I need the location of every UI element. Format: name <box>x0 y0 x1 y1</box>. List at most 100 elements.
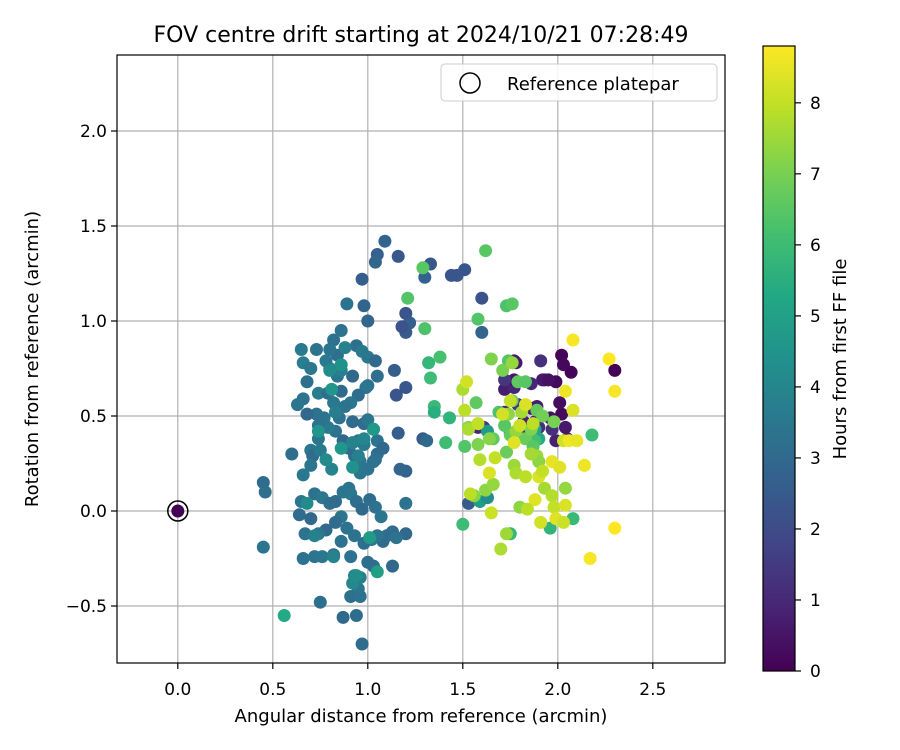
scatter-point <box>389 531 403 545</box>
scatter-point <box>460 375 474 389</box>
scatter-point <box>368 255 382 269</box>
scatter-point <box>391 249 405 263</box>
scatter-point <box>547 500 561 514</box>
x-tick-label: 1.0 <box>354 680 381 700</box>
colorbar-tick-label: 5 <box>810 307 821 327</box>
scatter-point <box>424 371 437 385</box>
scatter-point <box>557 358 570 372</box>
colorbar-tick-label: 1 <box>810 591 821 611</box>
scatter-point <box>329 495 342 508</box>
scatter-point <box>367 422 380 436</box>
scatter-point <box>463 487 477 501</box>
scatter-point <box>566 403 580 417</box>
scatter-point <box>294 343 308 356</box>
scatter-point <box>496 407 510 421</box>
scatter-point <box>482 466 496 480</box>
scatter-point <box>526 417 540 431</box>
scatter-point <box>500 527 513 541</box>
colorbar-tick-label: 7 <box>810 165 821 185</box>
scatter-point <box>329 515 342 529</box>
scatter-point <box>346 460 360 474</box>
scatter-point <box>277 609 291 622</box>
scatter-point <box>310 343 323 356</box>
scatter-point <box>444 268 458 282</box>
scatter-points <box>256 234 622 651</box>
scatter-point <box>399 306 413 320</box>
grid <box>117 55 725 663</box>
scatter-point <box>583 552 597 565</box>
scatter-point <box>346 415 360 429</box>
scatter-point <box>304 512 318 526</box>
scatter-point <box>334 358 348 372</box>
scatter-point <box>536 464 550 478</box>
scatter-point <box>570 434 584 448</box>
scatter-point <box>503 394 517 408</box>
y-tick-label: 0.0 <box>80 502 107 522</box>
scatter-point <box>353 590 367 603</box>
scatter-point <box>507 436 521 450</box>
scatter-point <box>368 500 382 514</box>
colorbar-tick-label: 4 <box>810 378 821 398</box>
scatter-point <box>473 453 487 467</box>
scatter-point <box>296 552 310 565</box>
scatter-point <box>519 375 532 389</box>
scatter-point <box>308 529 322 543</box>
scatter-point <box>471 417 485 431</box>
y-tick-label: 2.0 <box>80 122 107 142</box>
scatter-point <box>313 595 327 609</box>
reference-ring <box>167 500 189 522</box>
y-tick-label: 1.5 <box>80 217 107 237</box>
legend-label: Reference platepar <box>507 74 679 95</box>
colorbar-tick-label: 3 <box>810 449 821 469</box>
scatter-point <box>553 396 567 410</box>
colorbar-frame <box>762 45 796 672</box>
legend-marker-icon <box>459 72 481 94</box>
scatter-point <box>534 515 548 529</box>
scatter-point <box>363 531 377 545</box>
scatter-point <box>488 451 502 465</box>
y-tick-label: 1.0 <box>80 312 107 332</box>
scatter-point <box>311 424 325 438</box>
scatter-point <box>393 462 407 476</box>
scatter-point <box>486 477 500 491</box>
y-axis-label: Rotation from reference (arcmin) <box>22 211 43 507</box>
scatter-point <box>361 413 375 427</box>
y-axis-ticks: −0.5 0.0 0.5 1.0 1.5 2.0 <box>66 122 117 617</box>
x-tick-label: 2.5 <box>639 680 666 700</box>
scatter-point <box>482 432 496 446</box>
scatter-point <box>361 314 375 328</box>
scatter-point <box>319 453 333 467</box>
colorbar-tick-label: 0 <box>810 662 821 682</box>
scatter-point <box>374 510 388 524</box>
scatter-point <box>315 550 329 564</box>
x-axis-ticks: 0.0 0.5 1.0 1.5 2.0 2.5 <box>164 663 666 700</box>
legend-box <box>440 63 718 102</box>
scatter-point <box>545 489 559 503</box>
colorbar-tick-label: 2 <box>810 520 821 540</box>
scatter-point <box>458 439 472 453</box>
scatter-point <box>370 565 384 579</box>
x-axis-label: Angular distance from reference (arcmin) <box>235 706 608 727</box>
scatter-point <box>416 261 430 275</box>
scatter-point <box>422 356 436 370</box>
scatter-point <box>471 312 485 326</box>
scatter-point <box>258 485 272 499</box>
reference-point <box>171 504 185 518</box>
colorbar-gradient <box>763 46 795 671</box>
scatter-point <box>513 419 527 432</box>
scatter-point <box>357 299 371 313</box>
scatter-point <box>608 384 622 398</box>
scatter-point <box>462 422 475 436</box>
legend: Reference platepar <box>440 63 718 102</box>
scatter-point <box>340 521 354 535</box>
colorbar-ticks: 0 1 2 3 4 5 6 7 8 <box>795 94 821 682</box>
scatter-point <box>524 447 538 461</box>
scatter-point <box>585 428 599 442</box>
scatter-point <box>534 354 548 368</box>
scatter-point <box>334 324 348 337</box>
scatter-point <box>558 481 572 495</box>
scatter-point <box>355 637 369 651</box>
scatter-point <box>389 388 403 402</box>
scatter-point <box>458 403 472 417</box>
x-tick-label: 1.5 <box>449 680 476 700</box>
